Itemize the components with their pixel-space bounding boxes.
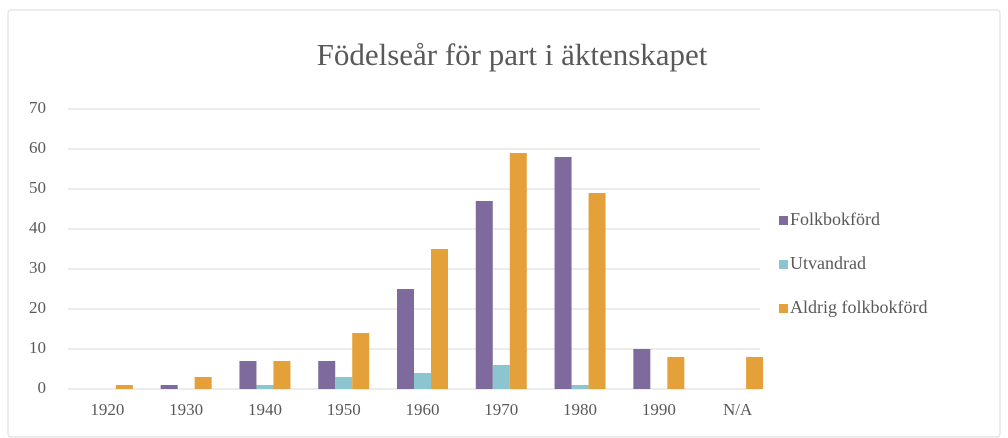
x-tick-label: 1950 [327, 400, 361, 419]
y-tick-label: 20 [29, 298, 46, 317]
bar [492, 365, 510, 389]
bar [194, 377, 212, 389]
bar [554, 157, 572, 389]
bar [667, 357, 685, 389]
y-tick-label: 40 [29, 218, 46, 237]
bar [746, 357, 764, 389]
y-tick-label: 70 [29, 98, 46, 117]
y-tick-label: 10 [29, 338, 46, 357]
legend-label: Folkbokförd [790, 209, 880, 229]
bar [256, 385, 274, 389]
bar [335, 377, 353, 389]
y-tick-label: 60 [29, 138, 46, 157]
bar [633, 349, 651, 389]
bar [318, 361, 336, 389]
legend-swatch [779, 216, 788, 225]
x-tick-label: 1990 [642, 400, 676, 419]
bar [239, 361, 257, 389]
bar [115, 385, 133, 389]
bar [509, 153, 527, 389]
bar [588, 193, 606, 389]
x-tick-label: 1930 [169, 400, 203, 419]
bar [273, 361, 291, 389]
bar [431, 249, 448, 389]
bar [571, 385, 589, 389]
x-tick-label: 1920 [90, 400, 124, 419]
y-tick-label: 30 [29, 258, 46, 277]
x-tick-label: 1980 [563, 400, 597, 419]
bar [414, 373, 431, 389]
legend-label: Utvandrad [790, 253, 866, 273]
x-tick-label: 1940 [248, 400, 282, 419]
legend-swatch [779, 304, 788, 313]
legend-swatch [779, 260, 788, 269]
bar [352, 333, 370, 389]
y-tick-label: 0 [38, 378, 47, 397]
bar [475, 201, 493, 389]
chart-title: Födelseår för part i äktenskapet [317, 37, 708, 72]
legend-label: Aldrig folkbokförd [790, 297, 927, 317]
x-tick-label: 1960 [406, 400, 440, 419]
x-tick-label: N/A [723, 400, 753, 419]
bar [160, 385, 178, 389]
y-tick-label: 50 [29, 178, 46, 197]
x-tick-label: 1970 [484, 400, 518, 419]
chart-border [7, 9, 1001, 438]
bar [397, 289, 414, 389]
